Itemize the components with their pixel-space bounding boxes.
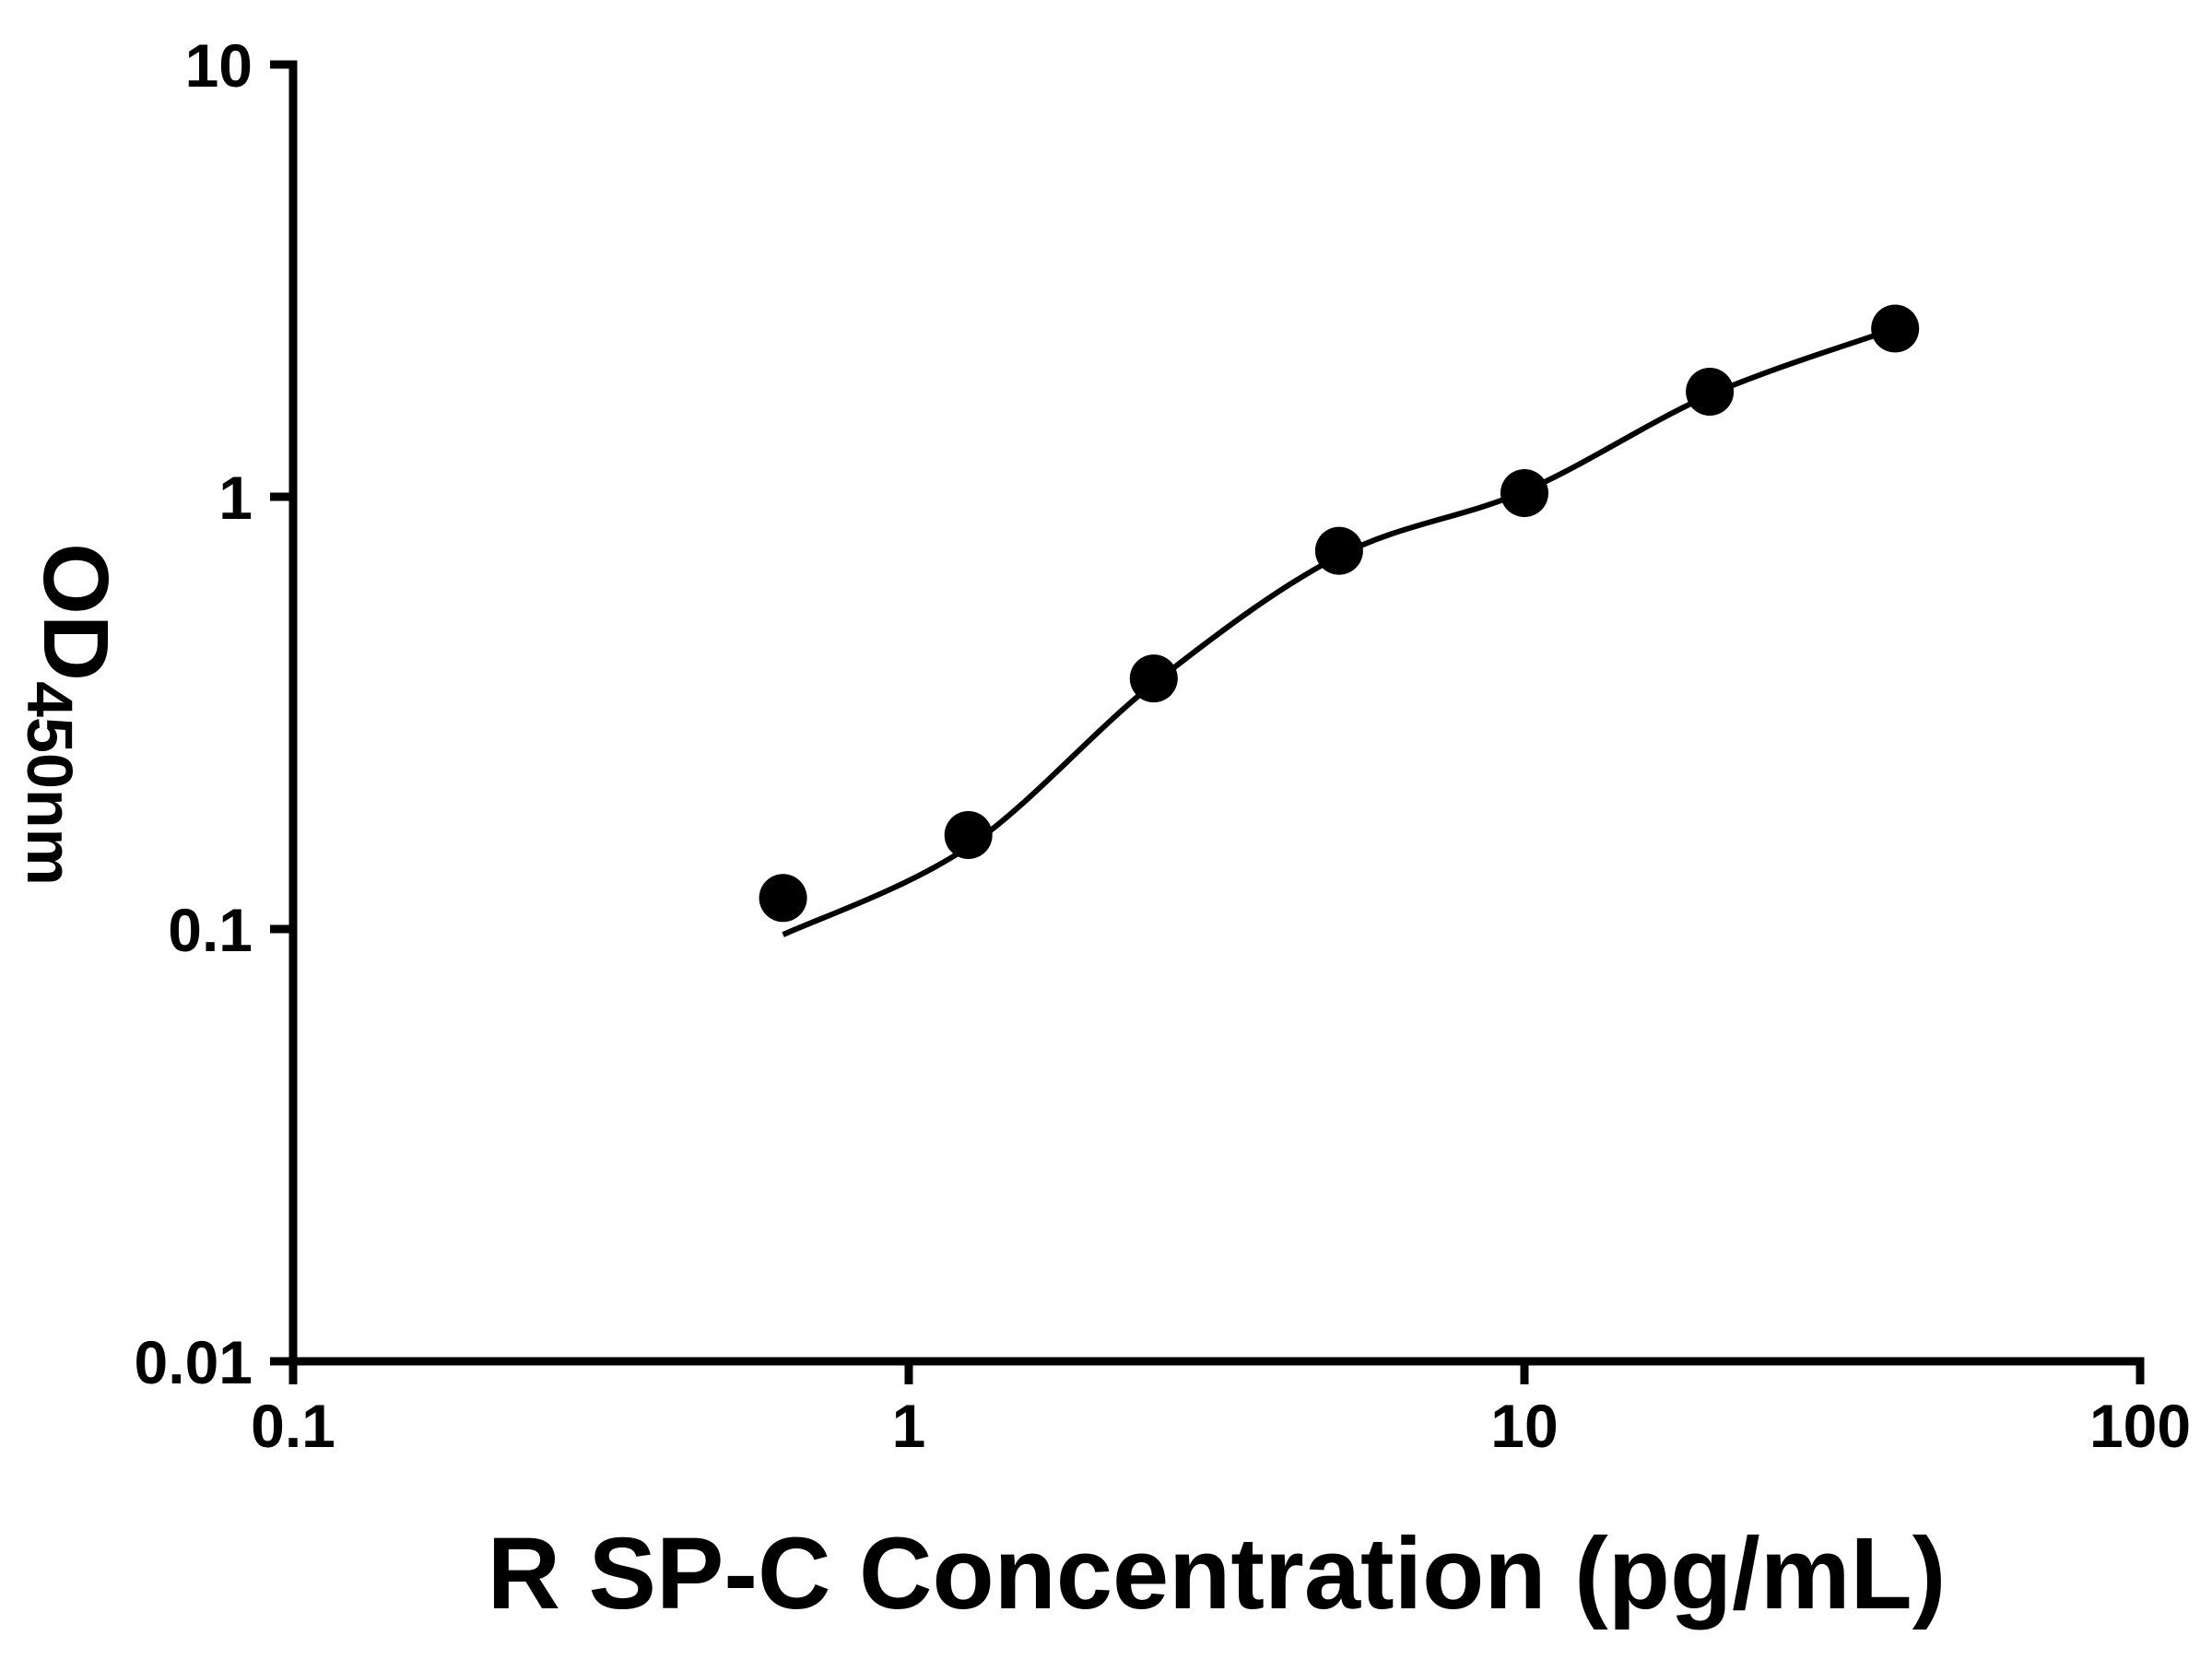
data-point [1871, 304, 1920, 353]
x-tick-label: 100 [2089, 1392, 2191, 1460]
data-point [1314, 526, 1363, 575]
data-point [1129, 654, 1178, 703]
y-axis-title: OD450nm [14, 543, 127, 886]
x-tick-label: 0.1 [251, 1392, 335, 1460]
data-point [759, 874, 807, 923]
data-point [1500, 469, 1548, 517]
data-point [1686, 368, 1735, 416]
y-tick-label: 1 [218, 464, 253, 532]
axes-spines [288, 60, 2145, 1366]
y-axis-title-subscript: 450nm [14, 681, 86, 886]
x-tick-label: 10 [1490, 1392, 1558, 1460]
y-tick-label: 10 [185, 31, 253, 100]
data-point [944, 811, 993, 859]
x-tick-label: 1 [892, 1392, 926, 1460]
y-tick-label: 0.01 [135, 1328, 253, 1396]
x-axis-title: R SP-C Concentration (pg/mL) [488, 1517, 1947, 1630]
y-axis-title-main: OD [24, 543, 127, 681]
y-tick-label: 0.1 [168, 896, 253, 964]
